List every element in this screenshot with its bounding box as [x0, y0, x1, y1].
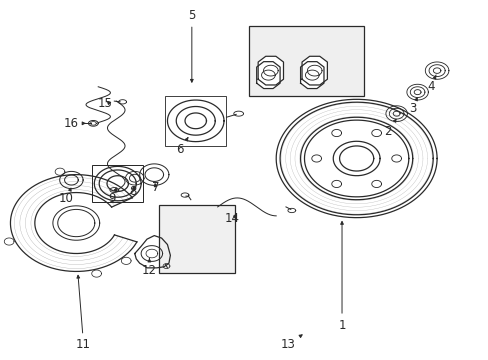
Text: 2: 2 [384, 119, 395, 138]
Text: 6: 6 [176, 138, 187, 156]
Polygon shape [256, 62, 280, 89]
Text: 12: 12 [142, 258, 157, 277]
Text: 8: 8 [129, 185, 137, 198]
Text: 9: 9 [108, 188, 116, 205]
Text: 13: 13 [281, 335, 302, 351]
Text: 16: 16 [64, 117, 85, 130]
Text: 3: 3 [408, 98, 417, 115]
Polygon shape [302, 56, 327, 85]
Text: 14: 14 [224, 212, 239, 225]
Polygon shape [300, 62, 324, 89]
Text: 4: 4 [426, 75, 435, 93]
Text: 5: 5 [188, 9, 195, 82]
Bar [92, 165, 143, 202]
Text: 7: 7 [152, 181, 159, 194]
Polygon shape [258, 56, 283, 85]
Text: 10: 10 [59, 188, 74, 205]
Bar [159, 205, 234, 273]
Text: 11: 11 [76, 275, 91, 351]
Text: 15: 15 [98, 98, 113, 111]
Bar [164, 96, 226, 146]
Bar [249, 26, 363, 96]
Text: 1: 1 [338, 221, 345, 332]
